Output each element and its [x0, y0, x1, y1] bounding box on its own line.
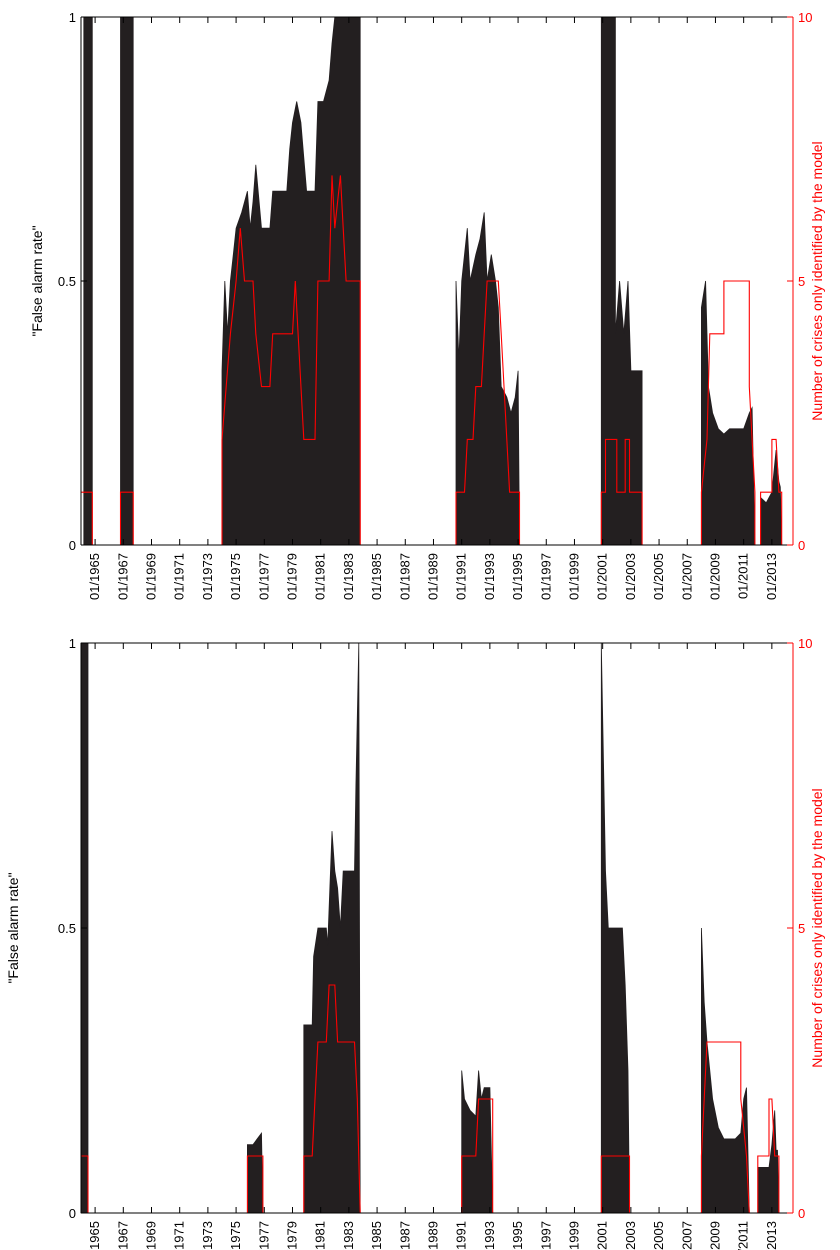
y-axis-title: "False alarm rate" — [5, 872, 21, 983]
false-alarm-area — [80, 642, 793, 1214]
x-tick-label: 01/2013 — [764, 553, 779, 600]
x-tick-label: 01/1987 — [397, 1221, 412, 1250]
y-right-axis-title: Number of crises only identified by the … — [809, 788, 825, 1067]
x-tick-label: 01/1985 — [369, 1221, 384, 1250]
x-tick-label: 01/1983 — [341, 1221, 356, 1250]
x-tick-label: 01/2005 — [651, 1221, 666, 1250]
x-tick-label: 01/1971 — [172, 553, 187, 600]
y-tick-label: 1 — [69, 10, 76, 25]
x-tick-label: 01/1971 — [172, 1221, 187, 1250]
x-tick-label: 01/1995 — [510, 553, 525, 600]
x-tick-label: 01/1999 — [566, 553, 581, 600]
y-axis-title: "False alarm rate" — [29, 225, 45, 336]
y-right-tick-label: 0 — [798, 1206, 805, 1221]
x-tick-label: 01/1973 — [200, 1221, 215, 1250]
x-tick-label: 01/1965 — [87, 553, 102, 600]
x-tick-label: 01/2009 — [707, 553, 722, 600]
x-tick-label: 01/2013 — [764, 1221, 779, 1250]
x-tick-label: 01/2001 — [595, 1221, 610, 1250]
y-tick-label: 0.5 — [58, 274, 76, 289]
x-tick-label: 01/1975 — [228, 553, 243, 600]
false-alarm-area — [81, 16, 793, 546]
x-tick-label: 01/2011 — [736, 1221, 751, 1250]
x-tick-label: 01/1973 — [200, 553, 215, 600]
x-tick-label: 01/1975 — [228, 1221, 243, 1250]
x-tick-label: 01/1967 — [115, 1221, 130, 1250]
x-tick-label: 01/1997 — [538, 1221, 553, 1250]
y-tick-label: 1 — [69, 636, 76, 651]
x-tick-label: 01/2007 — [679, 1221, 694, 1250]
x-tick-label: 01/1981 — [313, 553, 328, 600]
y-tick-label: 0 — [69, 538, 76, 553]
x-tick-label: 01/1977 — [256, 1221, 271, 1250]
x-tick-label: 01/1993 — [482, 553, 497, 600]
y-right-tick-label: 10 — [798, 10, 812, 25]
y-right-tick-label: 0 — [798, 538, 805, 553]
x-tick-label: 01/2003 — [623, 553, 638, 600]
y-tick-label: 0.5 — [58, 921, 76, 936]
x-tick-label: 01/1981 — [313, 1221, 328, 1250]
y-right-tick-label: 5 — [798, 274, 805, 289]
y-tick-label: 0 — [69, 1206, 76, 1221]
y-right-tick-label: 5 — [798, 921, 805, 936]
x-tick-label: 01/1991 — [454, 1221, 469, 1250]
x-tick-label: 01/1989 — [425, 1221, 440, 1250]
x-tick-label: 01/1983 — [341, 553, 356, 600]
x-tick-label: 01/1979 — [284, 1221, 299, 1250]
x-tick-label: 01/1967 — [115, 553, 130, 600]
x-tick-label: 01/1987 — [397, 553, 412, 600]
y-right-tick-label: 10 — [798, 636, 812, 651]
x-tick-label: 01/1969 — [143, 553, 158, 600]
x-tick-label: 01/1991 — [454, 553, 469, 600]
x-tick-label: 01/2009 — [707, 1221, 722, 1250]
x-tick-label: 01/1997 — [538, 553, 553, 600]
x-tick-label: 01/1977 — [256, 553, 271, 600]
x-tick-label: 01/1969 — [143, 1221, 158, 1250]
x-tick-label: 01/1985 — [369, 553, 384, 600]
y-right-axis-title: Number of crises only identified by the … — [809, 141, 825, 420]
x-tick-label: 01/1979 — [284, 553, 299, 600]
crises-count-line — [81, 175, 793, 546]
x-tick-label: 01/1999 — [566, 1221, 581, 1250]
x-tick-label: 01/2003 — [623, 1221, 638, 1250]
crises-count-line — [81, 984, 793, 1214]
x-tick-label: 01/1995 — [510, 1221, 525, 1250]
x-tick-label: 01/2007 — [679, 553, 694, 600]
x-tick-label: 01/2001 — [595, 553, 610, 600]
x-tick-label: 01/1993 — [482, 1221, 497, 1250]
x-tick-label: 01/1965 — [87, 1221, 102, 1250]
x-tick-label: 01/2011 — [736, 553, 751, 599]
x-tick-label: 01/2005 — [651, 553, 666, 600]
x-tick-label: 01/1989 — [425, 553, 440, 600]
